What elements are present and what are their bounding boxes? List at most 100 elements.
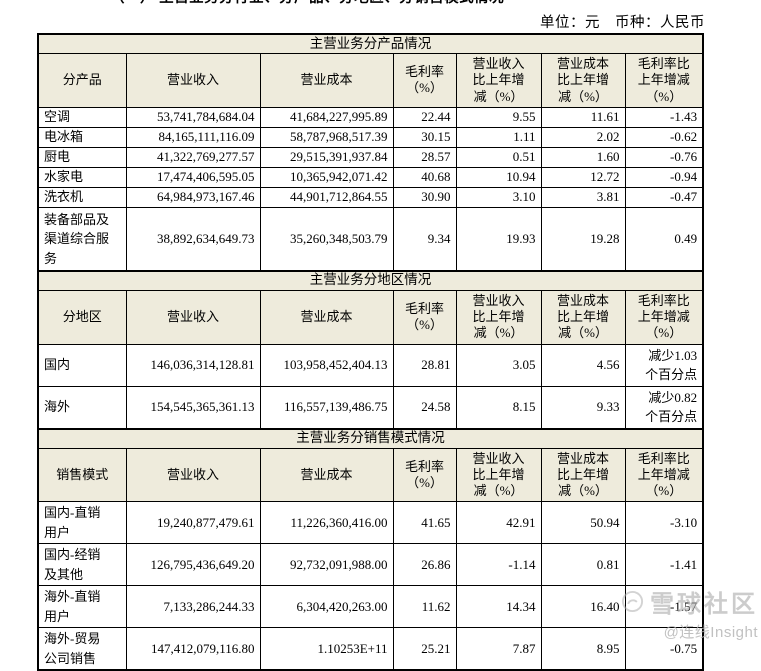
cell-cost: 58,787,968,517.39 [259,126,394,148]
cell-segment-label: 洗衣机 [37,186,127,208]
column-header: 营业成本 比上年增 减（%） [540,289,626,345]
cell-segment-label: 水家电 [37,166,127,188]
column-header: 毛利率比 上年增减 （%） [624,53,704,108]
table-row: 电冰箱 84,165,111,116.09 58,787,968,517.39 … [37,126,704,148]
cell-cost-change: 11.61 [540,106,626,128]
cell-cost: 6,304,420,263.00 [259,585,394,629]
cell-cost: 41,684,227,995.89 [259,106,394,128]
cell-margin-change: -3.10 [624,501,704,545]
cell-margin-change: -0.94 [624,166,704,188]
cell-revenue-change: 9.55 [455,106,542,128]
table-row: 国内 146,036,314,128.81 103,958,452,404.13… [37,343,704,387]
cell-revenue-change: 19.93 [455,206,542,272]
cell-segment-label: 海外 [37,385,127,429]
cell-segment-label: 装备部品及 渠道综合服 务 [37,206,127,272]
section-title-row-region: 主营业务分地区情况 [37,269,704,291]
cell-segment-label: 电冰箱 [37,126,127,148]
column-header: 营业收入 [125,53,261,108]
section-title: 主营业务分地区情况 [37,269,704,291]
cell-margin-change: -0.47 [624,186,704,208]
cell-cost: 116,557,139,486.75 [259,385,394,429]
header-row-sales-model: 销售模式 营业收入 营业成本 毛利率 （%） 营业收入 比上年增 减（%） 营业… [37,447,704,503]
cell-cost-change: 8.95 [540,627,626,671]
table-row: 厨电 41,322,769,277.57 29,515,391,937.84 2… [37,146,704,168]
cell-segment-label: 国内 [37,343,127,387]
clipped-section-heading-text: （一） 主营业务分行业、分产品、分地区、分销售模式情况 [110,0,710,6]
cell-revenue: 41,322,769,277.57 [125,146,261,168]
table-row: 装备部品及 渠道综合服 务 38,892,634,649.73 35,260,3… [37,206,704,272]
cell-revenue-change: 3.10 [455,186,542,208]
header-row-region: 分地区 营业收入 营业成本 毛利率 （%） 营业收入 比上年增 减（%） 营业成… [37,289,704,345]
section-title: 主营业务分产品情况 [37,33,704,54]
column-header: 毛利率 （%） [392,289,457,345]
cell-margin-change: -0.76 [624,146,704,168]
header-row-product: 分产品 营业收入 营业成本 毛利率 （%） 营业收入 比上年增 减（%） 营业成… [37,53,704,108]
cell-revenue: 146,036,314,128.81 [125,343,261,387]
cell-cost: 10,365,942,071.42 [259,166,394,188]
cell-revenue: 17,474,406,595.05 [125,166,261,188]
cell-margin-change: -1.41 [624,543,704,587]
column-header: 营业成本 [259,53,394,108]
cell-cost-change: 12.72 [540,166,626,188]
column-header: 毛利率比 上年增减 （%） [624,447,704,503]
cell-revenue-change: 7.87 [455,627,542,671]
column-header: 营业成本 [259,447,394,503]
cell-cost: 29,515,391,937.84 [259,146,394,168]
table-row: 国内-经销 及其他 126,795,436,649.20 92,732,091,… [37,543,704,587]
cell-revenue: 154,545,365,361.13 [125,385,261,429]
cell-cost: 44,901,712,864.55 [259,186,394,208]
column-header: 营业收入 比上年增 减（%） [455,447,542,503]
column-header: 分地区 [37,289,127,345]
cell-gross-margin: 41.65 [392,501,457,545]
cell-revenue-change: 42.91 [455,501,542,545]
cell-gross-margin: 26.86 [392,543,457,587]
column-header: 营业收入 比上年增 减（%） [455,53,542,108]
cell-cost: 92,732,091,988.00 [259,543,394,587]
cell-gross-margin: 22.44 [392,106,457,128]
column-header: 营业成本 比上年增 减（%） [540,447,626,503]
cell-cost: 103,958,452,404.13 [259,343,394,387]
cell-revenue: 7,133,286,244.33 [125,585,261,629]
cell-gross-margin: 30.15 [392,126,457,148]
cell-gross-margin: 24.58 [392,385,457,429]
table-row: 空调 53,741,784,684.04 41,684,227,995.89 2… [37,106,704,128]
column-header: 分产品 [37,53,127,108]
table-row: 海外 154,545,365,361.13 116,557,139,486.75… [37,385,704,429]
cell-segment-label: 海外-直销 用户 [37,585,127,629]
currency-unit-label: 单位：元 币种：人民币 [540,15,705,31]
column-header: 销售模式 [37,447,127,503]
cell-revenue-change: 3.05 [455,343,542,387]
cell-revenue: 147,412,079,116.80 [125,627,261,671]
cell-gross-margin: 9.34 [392,206,457,272]
table-row: 海外-贸易 公司销售 147,412,079,116.80 1.10253E+1… [37,627,704,671]
cell-revenue: 64,984,973,167.46 [125,186,261,208]
main-business-table: 主营业务分产品情况 分产品 营业收入 营业成本 毛利率 （%） 营业收入 比上年… [37,33,705,671]
cell-cost-change: 19.28 [540,206,626,272]
section-title: 主营业务分销售模式情况 [37,427,704,449]
cell-gross-margin: 28.57 [392,146,457,168]
table-row: 海外-直销 用户 7,133,286,244.33 6,304,420,263.… [37,585,704,629]
column-header: 营业收入 比上年增 减（%） [455,289,542,345]
cell-segment-label: 海外-贸易 公司销售 [37,627,127,671]
cell-margin-change: -1.43 [624,106,704,128]
column-header: 营业收入 [125,289,261,345]
cell-segment-label: 国内-经销 及其他 [37,543,127,587]
cell-margin-change: -1.57 [624,585,704,629]
cell-gross-margin: 25.21 [392,627,457,671]
column-header: 毛利率 （%） [392,53,457,108]
cell-cost-change: 16.40 [540,585,626,629]
cell-cost: 1.10253E+11 [259,627,394,671]
cell-gross-margin: 30.90 [392,186,457,208]
cell-segment-label: 空调 [37,106,127,128]
cell-revenue: 19,240,877,479.61 [125,501,261,545]
cell-margin-change: -0.62 [624,126,704,148]
cell-margin-change: 减少0.82 个百分点 [624,385,704,429]
cell-revenue: 126,795,436,649.20 [125,543,261,587]
column-header: 营业收入 [125,447,261,503]
column-header: 毛利率 （%） [392,447,457,503]
column-header: 毛利率比 上年增减 （%） [624,289,704,345]
cell-revenue-change: -1.14 [455,543,542,587]
clipped-section-heading: （一） 主营业务分行业、分产品、分地区、分销售模式情况 [110,0,710,7]
cell-cost-change: 1.60 [540,146,626,168]
section-title-row-sales-model: 主营业务分销售模式情况 [37,427,704,449]
